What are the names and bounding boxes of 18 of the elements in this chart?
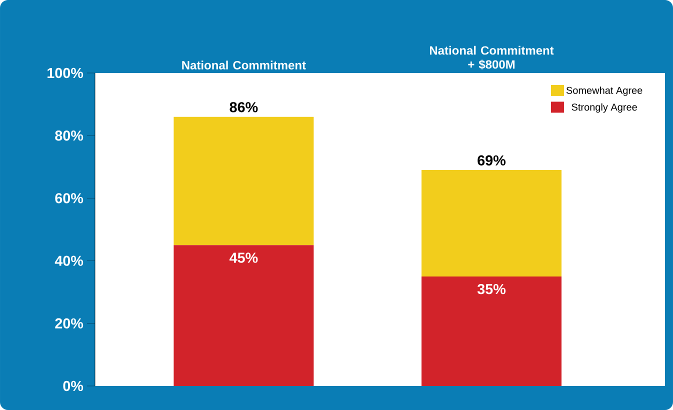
data-label: 45%: [230, 252, 258, 263]
x-tick-label: National Commitment + $800M: [430, 46, 554, 70]
data-label: 35%: [477, 284, 506, 294]
legend-label: Somewhat Agree: [566, 86, 642, 96]
bar: [174, 116, 314, 246]
bar: [422, 276, 562, 386]
legend-label: Strongly Agree: [572, 103, 637, 113]
y-tick-label: 60%: [55, 193, 84, 204]
total-label: 69%: [478, 155, 506, 166]
y-tick-label: 80%: [55, 130, 84, 141]
total-label: 86%: [230, 102, 258, 112]
bar: [422, 170, 562, 276]
y-tick-label: 100%: [48, 68, 84, 78]
y-tick-label: 20%: [55, 318, 84, 328]
y-tick-label: 0%: [63, 380, 84, 392]
bar: [174, 245, 314, 386]
x-tick-label: National Commitment: [182, 60, 306, 70]
y-tick-label: 40%: [54, 256, 84, 266]
